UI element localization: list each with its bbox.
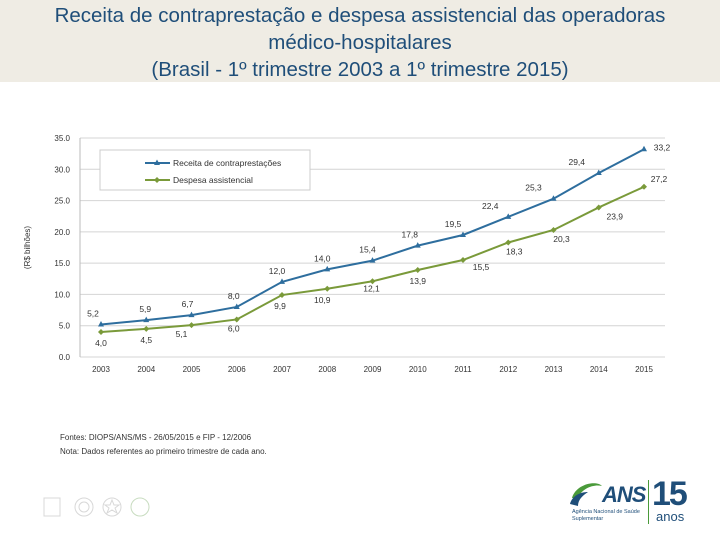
x-tick-label: 2013 bbox=[545, 365, 563, 374]
data-point bbox=[233, 316, 240, 323]
data-point bbox=[550, 195, 557, 201]
y-tick-label: 30.0 bbox=[54, 165, 70, 174]
data-label: 5,9 bbox=[139, 304, 151, 314]
source-note: Fontes: DIOPS/ANS/MS - 26/05/2015 e FIP … bbox=[60, 433, 252, 442]
data-label: 15,5 bbox=[473, 262, 490, 272]
title-line-2: médico-hospitalares bbox=[268, 31, 452, 54]
x-tick-label: 2008 bbox=[318, 365, 336, 374]
data-point bbox=[550, 226, 557, 233]
data-label: 4,5 bbox=[140, 335, 152, 345]
ans-logo-text: ANS bbox=[602, 482, 646, 507]
data-point bbox=[188, 311, 195, 318]
data-point bbox=[369, 257, 376, 263]
data-point bbox=[460, 257, 466, 264]
data-point bbox=[414, 267, 421, 274]
data-label: 29,4 bbox=[568, 157, 585, 167]
title-line-3: (Brasil - 1º trimestre 2003 a 1º trimest… bbox=[151, 58, 569, 81]
data-label: 12,0 bbox=[269, 266, 286, 276]
y-tick-label: 25.0 bbox=[54, 197, 70, 206]
x-tick-label: 2003 bbox=[92, 365, 110, 374]
x-tick-label: 2011 bbox=[454, 365, 472, 374]
y-tick-label: 10.0 bbox=[54, 290, 70, 299]
data-label: 20,3 bbox=[553, 234, 570, 244]
building-icon bbox=[43, 497, 61, 517]
y-tick-label: 20.0 bbox=[54, 228, 70, 237]
data-label: 23,9 bbox=[606, 211, 623, 221]
x-tick-label: 2004 bbox=[137, 365, 155, 374]
data-point bbox=[595, 169, 602, 176]
data-point bbox=[279, 278, 285, 284]
data-point bbox=[460, 231, 466, 237]
data-label: 13,9 bbox=[409, 276, 426, 286]
data-label: 19,5 bbox=[445, 219, 462, 229]
data-label: 6,7 bbox=[182, 299, 194, 309]
data-label: 6,0 bbox=[228, 323, 240, 333]
data-label: 18,3 bbox=[506, 246, 523, 256]
legend-box bbox=[99, 149, 311, 191]
y-tick-label: 5.0 bbox=[59, 322, 71, 331]
data-point bbox=[324, 285, 331, 292]
data-point bbox=[641, 183, 647, 190]
data-label: 22,4 bbox=[482, 201, 499, 211]
data-label: 5,2 bbox=[87, 308, 99, 318]
data-note: Nota: Dados referentes ao primeiro trime… bbox=[60, 447, 267, 456]
data-label: 17,8 bbox=[401, 230, 418, 240]
ans-logo-mark bbox=[570, 483, 602, 506]
y-tick-label: 0.0 bbox=[59, 353, 71, 362]
x-tick-label: 2010 bbox=[409, 365, 427, 374]
data-point bbox=[369, 278, 376, 285]
x-tick-label: 2014 bbox=[590, 365, 608, 374]
data-label: 12,1 bbox=[363, 283, 380, 293]
title-line-1: Receita de contraprestação e despesa ass… bbox=[54, 4, 666, 27]
data-point bbox=[414, 242, 421, 248]
data-point bbox=[143, 325, 150, 332]
data-point bbox=[233, 303, 240, 309]
data-label: 4,0 bbox=[95, 338, 107, 348]
data-point bbox=[279, 292, 285, 299]
x-tick-label: 2015 bbox=[635, 365, 653, 374]
data-point bbox=[505, 213, 512, 219]
circle-emblem-icon bbox=[74, 497, 94, 517]
anniversary-number: 15 bbox=[652, 475, 688, 513]
data-point bbox=[324, 265, 331, 272]
legend-marker bbox=[154, 177, 160, 183]
data-point bbox=[505, 239, 512, 246]
x-tick-label: 2005 bbox=[183, 365, 201, 374]
data-label: 14,0 bbox=[314, 253, 331, 263]
x-tick-label: 2006 bbox=[228, 365, 246, 374]
ans-logo-subtitle: Agência Nacional de Saúde Suplementar bbox=[572, 509, 640, 522]
data-point bbox=[143, 316, 150, 323]
logo-separator bbox=[648, 480, 649, 524]
data-point bbox=[188, 322, 195, 329]
page-title: Receita de contraprestação e despesa ass… bbox=[0, 2, 720, 83]
data-point bbox=[595, 204, 602, 211]
data-label: 27,2 bbox=[651, 174, 668, 184]
data-point bbox=[98, 320, 104, 327]
y-tick-label: 35.0 bbox=[54, 134, 70, 143]
data-point bbox=[98, 328, 104, 335]
x-tick-label: 2009 bbox=[364, 365, 382, 374]
data-label: 25,3 bbox=[525, 183, 542, 193]
legend-label: Receita de contraprestações bbox=[173, 158, 281, 168]
data-label: 10,9 bbox=[314, 295, 331, 305]
footnotes: Fontes: DIOPS/ANS/MS - 26/05/2015 e FIP … bbox=[60, 431, 267, 459]
x-tick-label: 2012 bbox=[499, 365, 517, 374]
x-tick-label: 2007 bbox=[273, 365, 291, 374]
watermark-icons bbox=[43, 497, 150, 517]
data-label: 5,1 bbox=[176, 329, 188, 339]
y-tick-label: 15.0 bbox=[54, 259, 70, 268]
data-point bbox=[641, 145, 647, 152]
title-band bbox=[0, 0, 720, 82]
legend-marker bbox=[154, 159, 160, 165]
data-label: 33,2 bbox=[654, 142, 671, 152]
legend-label: Despesa assistencial bbox=[173, 175, 253, 185]
data-label: 8,0 bbox=[228, 291, 240, 301]
data-label: 9,9 bbox=[274, 301, 286, 311]
data-label: 15,4 bbox=[359, 245, 376, 255]
anniversary-word: anos bbox=[656, 509, 685, 524]
star-emblem-icon bbox=[102, 497, 122, 517]
y-axis-label: (R$ bilhões) bbox=[23, 226, 32, 269]
round-seal-icon bbox=[130, 497, 150, 517]
